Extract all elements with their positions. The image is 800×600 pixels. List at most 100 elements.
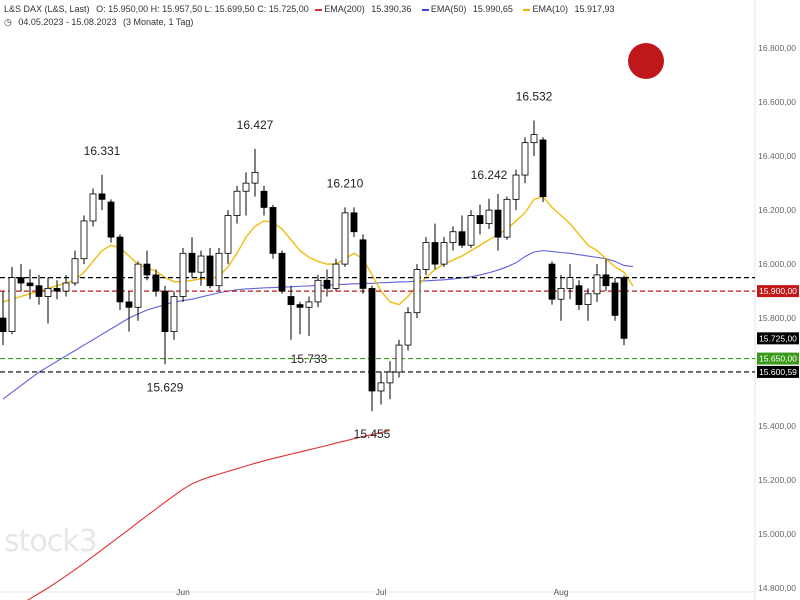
signal-marker xyxy=(628,43,664,79)
price-annotation: 15.455 xyxy=(354,427,391,441)
candle xyxy=(287,296,295,306)
candle xyxy=(188,252,196,273)
candle xyxy=(566,277,574,289)
ema-line-ema50 xyxy=(2,250,634,400)
candle xyxy=(341,212,349,265)
price-annotation: 15.733 xyxy=(291,352,328,366)
y-tick-label: 16.400,00 xyxy=(758,151,796,161)
candle xyxy=(467,215,475,246)
candle xyxy=(404,312,412,346)
candle xyxy=(575,285,583,306)
candle xyxy=(278,252,286,292)
candle xyxy=(170,296,178,332)
candle xyxy=(116,236,124,303)
candle xyxy=(521,142,529,176)
candle xyxy=(269,207,277,254)
ema-line-ema10 xyxy=(2,195,634,306)
y-tick-label: 16.200,00 xyxy=(758,205,796,215)
candle xyxy=(224,215,232,254)
candle xyxy=(476,215,484,225)
instrument-title: L&S DAX (L&S, Last) xyxy=(4,4,90,14)
candle xyxy=(611,282,619,316)
candle xyxy=(0,317,7,332)
candle xyxy=(431,242,439,265)
level-label: 15.600,59 xyxy=(759,367,797,377)
candle xyxy=(8,277,16,332)
candle xyxy=(449,231,457,243)
candle xyxy=(53,288,61,292)
legend-ema10: EMA(10) 15.917,93 xyxy=(523,4,618,14)
candle xyxy=(440,242,448,265)
candle xyxy=(584,293,592,306)
candle xyxy=(98,193,106,200)
candle xyxy=(350,212,358,233)
candle xyxy=(305,301,313,308)
price-annotation: 16.532 xyxy=(516,90,553,104)
candle xyxy=(26,282,34,287)
candle xyxy=(35,285,43,297)
candle xyxy=(458,231,466,246)
level-label-box xyxy=(757,365,799,378)
y-tick-label: 16.600,00 xyxy=(758,97,796,107)
price-annotation: 16.242 xyxy=(471,168,508,182)
price-annotation: 15.629 xyxy=(147,380,184,394)
last-price-label: 15.725,00 xyxy=(759,333,797,343)
chart-header: L&S DAX (L&S, Last) O: 15.950,00 H: 15.9… xyxy=(4,4,623,14)
price-annotation: 16.331 xyxy=(84,144,121,158)
level-label-box xyxy=(757,352,799,365)
level-label-box xyxy=(757,285,799,298)
candle xyxy=(233,190,241,216)
candle xyxy=(359,239,367,289)
candle xyxy=(89,193,97,222)
candle xyxy=(242,182,250,192)
x-tick-label: Jul xyxy=(376,587,387,597)
candle xyxy=(557,288,565,300)
x-tick-label: Aug xyxy=(553,587,568,597)
ohlc-values: O: 15.950,00 H: 15.957,50 L: 15.699,50 C… xyxy=(96,4,309,14)
candle xyxy=(143,263,151,276)
candle xyxy=(494,209,502,238)
candle xyxy=(395,344,403,373)
candle xyxy=(206,255,214,287)
clock-icon: ◷ xyxy=(4,17,12,27)
legend-ema50: EMA(50) 15.990,65 xyxy=(421,4,517,14)
period-text: (3 Monate, 1 Tag) xyxy=(122,17,194,27)
y-tick-label: 15.000,00 xyxy=(758,529,796,539)
y-tick-label: 15.400,00 xyxy=(758,421,796,431)
candle xyxy=(539,139,547,198)
y-tick-label: 15.800,00 xyxy=(758,313,796,323)
candle xyxy=(62,282,70,292)
candle xyxy=(134,263,142,308)
level-label: 15.900,00 xyxy=(759,286,797,296)
candle xyxy=(44,288,52,297)
candle xyxy=(413,269,421,314)
x-tick-label: Jun xyxy=(176,587,190,597)
level-label: 15.650,00 xyxy=(759,354,797,364)
candle xyxy=(251,171,259,184)
price-annotation: 16.427 xyxy=(237,118,274,132)
candle xyxy=(620,277,628,339)
candle xyxy=(593,274,601,295)
candle xyxy=(125,301,133,308)
candle xyxy=(512,174,520,200)
candle xyxy=(296,304,304,308)
legend-ema200: EMA(200) 15.390,36 xyxy=(315,4,415,14)
candle xyxy=(332,263,340,289)
candle xyxy=(377,382,385,392)
candle xyxy=(368,288,376,392)
ema-line-ema200 xyxy=(26,429,391,600)
y-tick-label: 15.200,00 xyxy=(758,475,796,485)
candle xyxy=(17,277,25,284)
candle xyxy=(323,279,331,289)
candle xyxy=(107,201,115,238)
last-price-box xyxy=(757,332,799,345)
candle xyxy=(152,274,160,292)
candle xyxy=(485,209,493,225)
candle xyxy=(215,252,223,287)
price-annotation: 16.210 xyxy=(327,176,364,190)
candle xyxy=(161,290,169,332)
y-tick-label: 14.800,00 xyxy=(758,583,796,593)
candle xyxy=(260,190,268,208)
candle xyxy=(548,263,556,300)
